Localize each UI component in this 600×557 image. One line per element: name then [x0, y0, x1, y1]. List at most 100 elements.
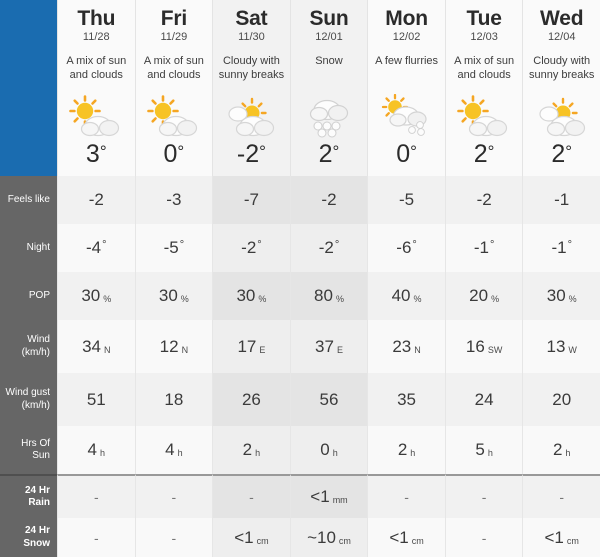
cell-value: 51	[86, 389, 106, 409]
table-cell: 18	[134, 373, 213, 426]
cell-unit: N	[103, 344, 111, 355]
table-cell: -6 °	[367, 224, 445, 272]
table-cell: -1	[522, 176, 600, 224]
cell-value: 5	[475, 440, 485, 459]
day-high-temperature: 3°	[86, 142, 107, 167]
day-description: Snow	[315, 55, 343, 68]
cell-unit: h	[565, 448, 571, 458]
table-cell: 23 N	[367, 320, 445, 373]
cell-value: 34	[82, 336, 101, 356]
degree-symbol: °	[334, 239, 340, 251]
table-cell: <1 mm	[289, 474, 368, 518]
row-label-line1: 24 Hr	[24, 525, 50, 537]
cell-value: -	[481, 529, 487, 546]
day-name: Wed	[540, 7, 584, 30]
degree-symbol: °	[257, 239, 262, 251]
day-description: Cloudy with sunny breaks	[218, 55, 285, 82]
day-date: 11/29	[160, 31, 188, 44]
day-column-mon[interactable]: Mon 12/02 A few flurries 0°	[367, 0, 445, 176]
cell-unit: cm	[256, 535, 269, 546]
cell-unit: E	[336, 344, 343, 355]
cell-value: -	[481, 489, 487, 505]
cell-value: -7	[243, 190, 259, 209]
table-cell: <1 cm	[522, 518, 600, 557]
day-column-wed[interactable]: Wed 12/04 Cloudy with sunny breaks 2°	[522, 0, 600, 176]
table-cell: 30%	[212, 272, 290, 320]
degree-symbol: °	[332, 142, 340, 161]
day-date: 12/04	[547, 31, 576, 44]
cell-unit: h	[410, 448, 416, 458]
table-cell: 20	[522, 373, 600, 426]
table-cell: -1 °	[522, 224, 600, 272]
cell-value: 35	[397, 389, 417, 409]
cell-unit: %	[180, 294, 189, 304]
cell-value: -4	[86, 238, 102, 257]
cell-value: -2	[318, 238, 334, 257]
row-label-pop: POP	[0, 272, 57, 320]
day-name: Sat	[235, 7, 268, 30]
cell-value: ~10	[307, 527, 336, 547]
cell-value: 2	[242, 440, 253, 459]
cell-unit: h	[100, 448, 106, 458]
cell-value: -1	[473, 238, 489, 257]
cell-value: -5	[399, 190, 415, 209]
cell-unit: N	[414, 344, 421, 355]
day-name: Mon	[385, 7, 428, 30]
cell-unit: cm	[566, 535, 579, 546]
degree-symbol: °	[259, 142, 266, 161]
cell-value: <1	[544, 527, 564, 547]
day-column-sat[interactable]: Sat 11/30 Cloudy with sunny breaks -2°	[212, 0, 290, 176]
cell-value: -	[249, 489, 254, 505]
row-label-wind-gust: Wind gust (km/h)	[0, 373, 57, 426]
table-cell: 80%	[289, 272, 368, 320]
table-cell: -	[522, 474, 600, 518]
day-date: 11/28	[82, 31, 110, 44]
degree-symbol: °	[102, 239, 107, 251]
sun-cloud-flurries-icon	[379, 94, 435, 140]
cell-unit: %	[491, 294, 500, 304]
day-column-fri[interactable]: Fri 11/29 A mix of sun and clouds 0°	[134, 0, 213, 176]
day-column-tue[interactable]: Tue 12/03 A mix of sun and clouds 2°	[444, 0, 523, 176]
cell-unit: SW	[487, 344, 503, 355]
cell-value: 2	[397, 440, 408, 459]
header-corner-block	[0, 0, 57, 176]
cell-value: 24	[474, 389, 494, 409]
cell-unit: cm	[338, 535, 351, 546]
cell-value: 2	[552, 440, 563, 459]
cell-unit: N	[181, 344, 189, 355]
cell-value: -2	[88, 190, 104, 209]
day-column-thu[interactable]: Thu 11/28 A mix of sun and clouds 3°	[57, 0, 135, 176]
table-cell: 13 W	[522, 320, 600, 373]
table-cell: -2	[444, 176, 523, 224]
day-high-temperature: 2°	[551, 142, 572, 167]
table-cell: -	[134, 474, 213, 518]
table-cell: 56	[289, 373, 368, 426]
table-cell: 26	[212, 373, 290, 426]
day-column-sun[interactable]: Sun 12/01 Snow 2°	[289, 0, 368, 176]
day-high-value: 2	[551, 140, 566, 168]
sun-cloud-icon	[146, 94, 202, 140]
table-cell: -2	[289, 176, 368, 224]
cell-value: -5	[163, 238, 179, 257]
table-cell: 30%	[57, 272, 135, 320]
day-date: 12/03	[470, 31, 498, 44]
snow-cloud-icon	[301, 94, 357, 140]
cell-value: 80	[314, 286, 333, 305]
cell-value: <1	[389, 527, 409, 547]
table-cell: -2	[57, 176, 135, 224]
day-name: Fri	[160, 7, 187, 30]
table-cell: <1 cm	[212, 518, 290, 557]
cell-unit: h	[177, 448, 183, 458]
table-cell: 24	[444, 373, 523, 426]
row-label-wind: Wind (km/h)	[0, 320, 57, 373]
row-label-line2: Rain	[28, 497, 50, 508]
row-label-line2: (km/h)	[21, 346, 50, 358]
cell-value: -6	[396, 238, 412, 257]
day-high-value: 2	[473, 140, 488, 168]
table-cell: 35	[367, 373, 445, 426]
day-name: Thu	[77, 7, 116, 30]
cell-value: 23	[392, 336, 412, 356]
